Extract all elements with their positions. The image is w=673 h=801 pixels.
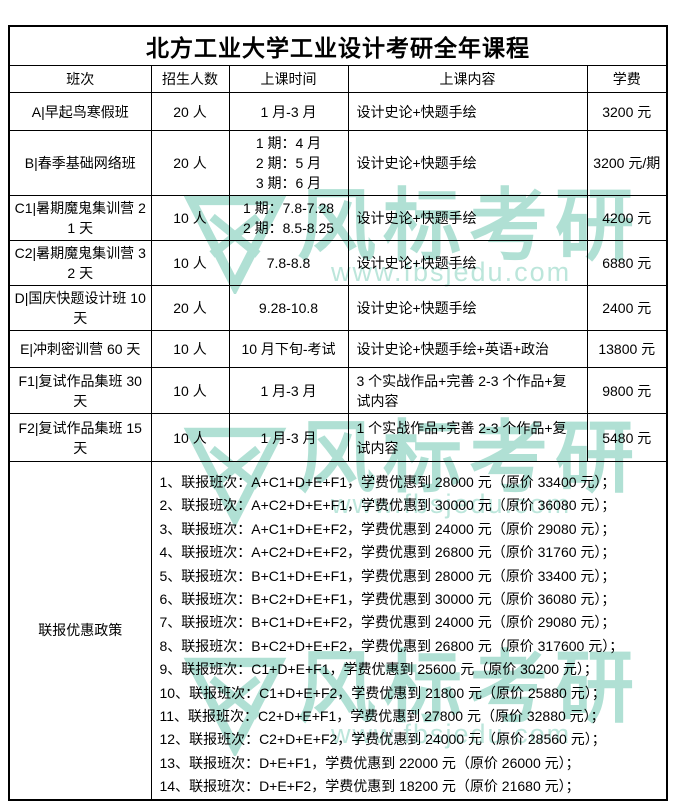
content-cell: 设计史论+快题手绘 (347, 195, 588, 241)
capacity-cell: 10 人 (150, 240, 230, 286)
policy-line: 2、联报班次：A+C2+D+E+F1，学费优惠到 30000 元（原价 3608… (159, 497, 616, 514)
column-header-class: 班次 (8, 65, 152, 93)
policy-line: 11、联报班次：C2+D+E+F1，学费优惠到 27800 元（原价 32880… (159, 708, 605, 725)
policy-line: 4、联报班次：A+C2+D+E+F2，学费优惠到 26800 元（原价 3176… (159, 544, 616, 561)
content-cell: 设计史论+快题手绘 (347, 285, 588, 331)
time-cell: 7.8-8.8 (228, 240, 349, 286)
page-title: 北方工业大学工业设计考研全年课程 (8, 25, 668, 66)
class-name-cell: F1|复试作品集班 30 天 (8, 367, 152, 414)
class-name-cell: B|春季基础网络班 (8, 130, 152, 196)
fee-cell: 9800 元 (586, 367, 668, 414)
content-cell: 设计史论+快题手绘 (347, 130, 588, 196)
policy-list: 1、联报班次：A+C1+D+E+F1，学费优惠到 28000 元（原价 3340… (150, 460, 668, 801)
course-table: 北方工业大学工业设计考研全年课程 班次 招生人数 上课时间 上课内容 学费 A|… (8, 25, 669, 801)
column-header-fee: 学费 (586, 65, 668, 93)
class-name-cell: C2|暑期魔鬼集训营 32 天 (8, 240, 152, 286)
policy-line: 13、联报班次：D+E+F1，学费优惠到 22000 元（原价 26000 元）… (159, 754, 580, 771)
policy-row: 联报优惠政策 1、联报班次：A+C1+D+E+F1，学费优惠到 28000 元（… (8, 460, 668, 801)
fee-cell: 5480 元 (586, 413, 668, 462)
fee-cell: 13800 元 (586, 330, 668, 368)
policy-line: 7、联报班次：B+C1+D+E+F2，学费优惠到 24000 元（原价 2908… (159, 614, 616, 631)
capacity-cell: 10 人 (150, 330, 230, 368)
fee-cell: 3200 元 (586, 92, 668, 131)
table-row: F2|复试作品集班 15 天 10 人 1 月-3 月 1 个实战作品+完善 2… (8, 413, 668, 462)
policy-line: 12、联报班次：C2+D+E+F2，学费优惠到 24000 元（原价 28560… (159, 731, 606, 748)
header-row: 班次 招生人数 上课时间 上课内容 学费 (8, 65, 668, 93)
policy-line: 14、联报班次：D+E+F2，学费优惠到 18200 元（原价 21680 元）… (159, 778, 580, 795)
table-row: E|冲刺密训营 60 天 10 人 10 月下旬-考试 设计史论+快题手绘+英语… (8, 330, 668, 368)
policy-line: 8、联报班次：B+C2+D+E+F2，学费优惠到 26800 元（原价 3176… (159, 637, 624, 654)
capacity-cell: 10 人 (150, 413, 230, 462)
capacity-cell: 20 人 (150, 92, 230, 131)
policy-line: 5、联报班次：B+C1+D+E+F1，学费优惠到 28000 元（原价 3340… (159, 567, 616, 584)
table-row: A|早起鸟寒假班 20 人 1 月-3 月 设计史论+快题手绘 3200 元 (8, 92, 668, 131)
table-row: B|春季基础网络班 20 人 1 期：4 月 2 期：5 月 3 期：6 月 设… (8, 130, 668, 196)
time-cell: 1 月-3 月 (228, 367, 349, 414)
capacity-cell: 20 人 (150, 130, 230, 196)
time-cell: 1 月-3 月 (228, 413, 349, 462)
time-cell: 1 期：4 月 2 期：5 月 3 期：6 月 (228, 130, 349, 196)
policy-line: 6、联报班次：B+C2+D+E+F1，学费优惠到 30000 元（原价 3608… (159, 591, 616, 608)
class-name-cell: A|早起鸟寒假班 (8, 92, 152, 131)
table-row: C2|暑期魔鬼集训营 32 天 10 人 7.8-8.8 设计史论+快题手绘 6… (8, 240, 668, 286)
policy-line: 10、联报班次：C1+D+E+F2，学费优惠到 21800 元（原价 25880… (159, 684, 606, 701)
capacity-cell: 20 人 (150, 285, 230, 331)
capacity-cell: 10 人 (150, 195, 230, 241)
policy-line: 9、联报班次：C1+D+E+F1，学费优惠到 25600 元（原价 30200 … (159, 661, 598, 678)
table-row: D|国庆快题设计班 10 天 20 人 9.28-10.8 设计史论+快题手绘 … (8, 285, 668, 331)
policy-line: 3、联报班次：A+C1+D+E+F2，学费优惠到 24000 元（原价 2908… (159, 520, 616, 537)
class-name-cell: D|国庆快题设计班 10 天 (8, 285, 152, 331)
time-cell: 1 月-3 月 (228, 92, 349, 131)
content-cell: 1 个实战作品+完善 2-3 个作品+复试内容 (347, 413, 588, 462)
time-cell: 10 月下旬-考试 (228, 330, 349, 368)
fee-cell: 6880 元 (586, 240, 668, 286)
column-header-capacity: 招生人数 (150, 65, 230, 93)
content-cell: 设计史论+快题手绘+英语+政治 (347, 330, 588, 368)
capacity-cell: 10 人 (150, 367, 230, 414)
fee-cell: 2400 元 (586, 285, 668, 331)
table-row: F1|复试作品集班 30 天 10 人 1 月-3 月 3 个实战作品+完善 2… (8, 367, 668, 414)
title-row: 北方工业大学工业设计考研全年课程 (8, 25, 668, 66)
table-row: C1|暑期魔鬼集训营 21 天 10 人 1 期：7.8-7.28 2 期：8.… (8, 195, 668, 241)
policy-line: 1、联报班次：A+C1+D+E+F1，学费优惠到 28000 元（原价 3340… (159, 474, 616, 490)
content-cell: 设计史论+快题手绘 (347, 92, 588, 131)
column-header-time: 上课时间 (228, 65, 349, 93)
content-cell: 3 个实战作品+完善 2-3 个作品+复试内容 (347, 367, 588, 414)
class-name-cell: F2|复试作品集班 15 天 (8, 413, 152, 462)
column-header-content: 上课内容 (347, 65, 588, 93)
fee-cell: 4200 元 (586, 195, 668, 241)
class-name-cell: E|冲刺密训营 60 天 (8, 330, 152, 368)
time-cell: 9.28-10.8 (228, 285, 349, 331)
time-cell: 1 期：7.8-7.28 2 期：8.5-8.25 (228, 195, 349, 241)
fee-cell: 3200 元/期 (586, 130, 668, 196)
content-cell: 设计史论+快题手绘 (347, 240, 588, 286)
class-name-cell: C1|暑期魔鬼集训营 21 天 (8, 195, 152, 241)
policy-label: 联报优惠政策 (8, 460, 152, 801)
